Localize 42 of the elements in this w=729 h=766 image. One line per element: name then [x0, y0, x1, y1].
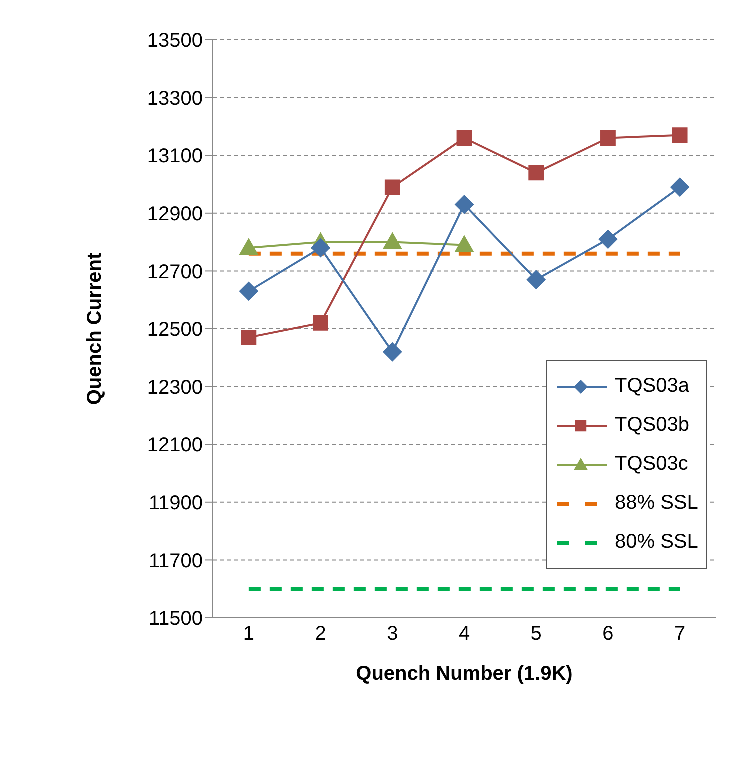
- x-tick-label: 3: [387, 623, 398, 646]
- point: [670, 178, 690, 197]
- y-tick-label: 12700: [147, 261, 203, 284]
- point: [455, 195, 474, 214]
- x-tick-label: 7: [674, 623, 686, 646]
- y-tick-label: 12900: [147, 204, 203, 226]
- legend-label: TQS03b: [615, 414, 690, 437]
- point: [672, 128, 688, 144]
- x-tick-label: 1: [243, 623, 254, 646]
- y-tick-label: 11500: [148, 608, 203, 630]
- y-tick-label: 11700: [148, 550, 203, 572]
- x-tick-label: 2: [315, 623, 326, 646]
- y-tick-label: 12300: [147, 376, 203, 399]
- y-axis-title: Quench Current: [84, 252, 106, 406]
- point: [528, 165, 544, 181]
- point: [455, 236, 474, 252]
- point: [383, 342, 402, 362]
- y-tick-label: 13500: [147, 30, 203, 52]
- point: [241, 330, 257, 346]
- legend-label: 80% SSL: [615, 531, 698, 554]
- point: [239, 238, 258, 256]
- legend-label: 88% SSL: [615, 492, 698, 515]
- y-tick-label: 12100: [147, 434, 203, 457]
- x-tick-label: 5: [530, 623, 542, 646]
- point: [313, 316, 328, 331]
- point: [239, 282, 258, 301]
- y-tick-label: 12500: [147, 319, 203, 342]
- x-tick-label: 4: [458, 623, 470, 646]
- point: [600, 130, 616, 146]
- point: [384, 180, 400, 196]
- legend-label: TQS03c: [615, 453, 688, 476]
- x-axis-title: Quench Number (1.9K): [356, 663, 573, 685]
- point: [598, 230, 618, 249]
- point: [383, 232, 402, 250]
- legend-label: TQS03a: [615, 375, 690, 398]
- point: [456, 130, 472, 146]
- point: [311, 238, 330, 258]
- y-tick-label: 13300: [147, 88, 203, 110]
- y-tick-label: 13100: [147, 146, 203, 168]
- point: [526, 270, 546, 290]
- x-tick-label: 6: [602, 623, 614, 646]
- y-tick-label: 11900: [148, 492, 203, 514]
